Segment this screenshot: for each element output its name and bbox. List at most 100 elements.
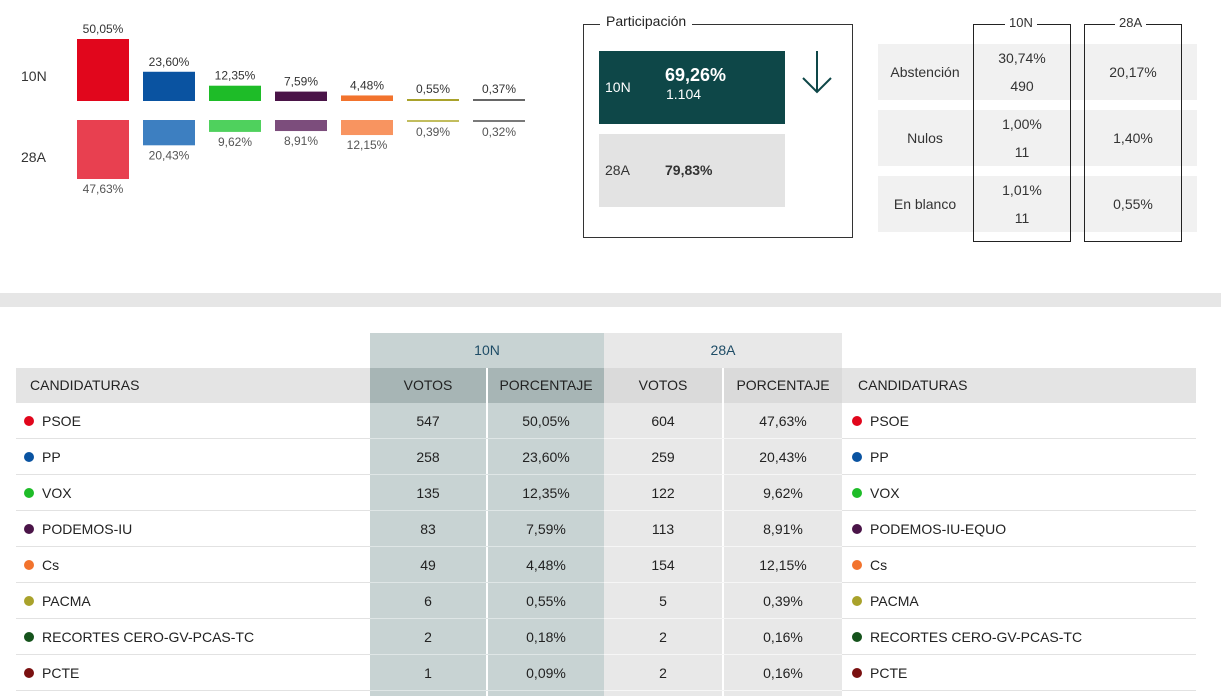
participation-10n-count: 1.104 [666,86,702,102]
votos-10n-cell: 258 [416,449,440,465]
bar-10n-cs [341,95,393,101]
column-divider-10n [486,368,488,696]
votos-28a-cell: 259 [651,449,675,465]
votos-28a-cell: 2 [659,665,667,681]
table-row: PACMA [24,583,91,619]
votos-10n-cell: 135 [416,485,440,501]
data-label-28a-cs: 12,15% [347,138,388,152]
bar-10n-podemos-iu [275,91,327,101]
row-divider-10n [370,438,604,439]
porcentaje-28a-cell: 0,39% [763,593,803,609]
party-color-dot [24,632,34,643]
table-header-bar-right [842,368,1196,403]
candidatura-10n: PACMA [42,593,91,609]
table-row-28a: PP [852,439,889,475]
row-divider-28a [604,510,842,511]
party-color-dot [24,452,34,463]
table-row: PP [24,439,61,475]
participation-10n-pct: 69,26% [665,65,727,85]
table-row-28a: PACMA [852,583,919,619]
party-color-dot [852,596,862,607]
candidatura-28a: PP [870,449,889,465]
bar-28a-pacma [407,120,459,122]
stat-en-blanco-10n-pct: 1,01% [1002,182,1042,198]
candidatura-28a: PACMA [870,593,919,609]
row-divider-right [842,654,1196,655]
stat-name-en-blanco: En blanco [893,196,957,212]
row-divider-28a [604,690,842,691]
party-color-dot [852,560,862,571]
candidatura-10n: PP [42,449,61,465]
candidatura-28a: PCTE [870,665,908,681]
column-divider-28a [722,368,724,696]
row-divider-10n [370,474,604,475]
porcentaje-10n-cell: 50,05% [522,413,570,429]
bar-28a-pp [143,120,195,146]
header-candidaturas: CANDIDATURAS [30,377,140,393]
party-color-dot [852,488,862,499]
bar-10n-recortes-cero-gv-pcas-tc [473,99,525,101]
votos-28a-cell: 2 [659,629,667,645]
row-divider-left [16,474,370,475]
bar-10n-pacma [407,99,459,101]
row-divider-left [16,510,370,511]
stat-nulos-10n-num: 11 [1014,144,1030,160]
candidatura-10n: VOX [42,485,72,501]
row-divider-28a [604,546,842,547]
row-divider-10n [370,618,604,619]
arrow-down-icon [802,51,832,94]
votos-28a-cell: 154 [651,557,675,573]
table-header-bar-left [16,368,370,403]
row-divider-28a [604,582,842,583]
stat-nulos-10n-pct: 1,00% [1002,116,1042,132]
chart-row-label-10n: 10N [21,68,47,84]
party-color-dot [24,668,34,679]
row-divider-10n [370,654,604,655]
bar-10n-vox [209,85,261,101]
data-label-28a-podemos-iu: 8,91% [284,134,318,148]
votos-10n-cell: 2 [424,629,432,645]
data-label-28a-vox: 9,62% [218,135,252,149]
candidatura-10n: PODEMOS-IU [42,521,133,537]
stat-abstencion-10n-pct: 30,74% [998,50,1046,66]
row-divider-right [842,546,1196,547]
data-label-10n-podemos-iu: 7,59% [284,75,318,89]
row-divider-left [16,438,370,439]
party-color-dot [24,488,34,499]
table-row-28a: Cs [852,547,887,583]
candidatura-28a: RECORTES CERO-GV-PCAS-TC [870,629,1083,645]
bar-chart: 50,05% 47,63% 23,60% 20,43% 12,35% 9,62% 7,59%… [77,22,525,196]
stat-en-blanco-10n-num: 11 [1014,210,1030,226]
party-color-dot [852,668,862,679]
porcentaje-10n-cell: 12,35% [522,485,570,501]
header-porcentaje-10n: PORCENTAJE [499,377,593,393]
stat-row-en-blanco [878,176,1197,232]
table-row: RECORTES CERO-GV-PCAS-TC [24,619,254,655]
table-row: PODEMOS-IU [24,511,132,547]
stat-row-abstencion [878,44,1197,100]
votos-10n-cell: 1 [424,665,432,681]
participation-10n-card: 10N 69,26% 1.104 [599,51,785,124]
table-row: Cs [24,547,59,583]
participation-28a-label: 28A [605,162,630,178]
party-color-dot [852,452,862,463]
candidatura-28a: Cs [870,557,888,573]
participation-panel [583,24,853,238]
header-candidaturas-28a: CANDIDATURAS [858,377,968,393]
bar-28a-vox [209,120,261,132]
porcentaje-10n-cell: 23,60% [522,449,570,465]
bar-10n-pp [143,71,195,101]
row-divider-right [842,690,1196,691]
porcentaje-28a-cell: 12,15% [759,557,807,573]
stat-name-nulos: Nulos [907,130,943,146]
row-divider-left [16,582,370,583]
data-label-10n-pacma: 0,55% [416,82,450,96]
row-divider-28a [604,654,842,655]
porcentaje-10n-cell: 4,48% [526,557,566,573]
table-row: PCTE [24,655,79,691]
row-divider-left [16,690,370,691]
votos-28a-cell: 604 [651,413,675,429]
row-divider-10n [370,510,604,511]
row-divider-right [842,510,1196,511]
data-label-10n-vox: 12,35% [215,69,256,83]
